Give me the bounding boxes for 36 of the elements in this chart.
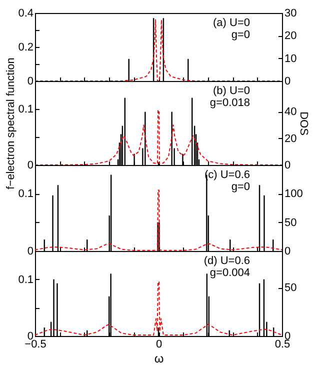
y-tick-label: 0 [27, 246, 34, 258]
line-series [34, 19, 282, 82]
y-tick-label: 0 [27, 76, 34, 88]
y2-tick-label: 0 [284, 76, 291, 88]
y-axis-title: f−electron spectral function [5, 58, 18, 190]
y-tick-label: 0.1 [18, 188, 34, 200]
x-tick-label: 0 [156, 338, 162, 350]
annotation: (a) U=0 [213, 17, 250, 29]
annotation: (b) U=0 [213, 85, 250, 97]
x-tick-label: −0.5 [24, 338, 46, 350]
y2-tick-label: 50 [284, 282, 297, 294]
y2-tick-label: 100 [284, 188, 303, 200]
y2-tick-label: 10 [284, 52, 297, 65]
y2-tick-label: 40 [284, 106, 297, 118]
y-tick-label: 0.1 [18, 274, 34, 286]
y2-tick-label: 0 [284, 246, 291, 258]
y-tick-label: 0.4 [18, 8, 34, 20]
x-axis-title: ω [154, 352, 164, 366]
y-tick-label: 0.2 [18, 42, 34, 54]
x-tick-label: 0.5 [274, 338, 290, 350]
y2-tick-label: 0 [284, 160, 291, 172]
annotation: g=0.004 [210, 267, 250, 279]
annotation: (d) U=0.6 [204, 255, 250, 267]
y-tick-label: 0.1 [18, 104, 34, 116]
y2-tick-label: 20 [284, 132, 297, 145]
line-series [34, 110, 282, 166]
y2-tick-label: 20 [284, 30, 297, 42]
line-series [34, 281, 282, 336]
annotation: g=0 [231, 29, 250, 41]
y2-axis-title: DOS [298, 112, 310, 136]
y-tick-label: 0 [27, 160, 34, 172]
annotation: g=0.018 [210, 97, 250, 109]
y2-tick-label: 50 [284, 216, 297, 229]
annotation: g=0 [231, 181, 250, 193]
y2-tick-label: 30 [284, 8, 297, 20]
annotation: (c) U=0.6 [204, 169, 250, 181]
